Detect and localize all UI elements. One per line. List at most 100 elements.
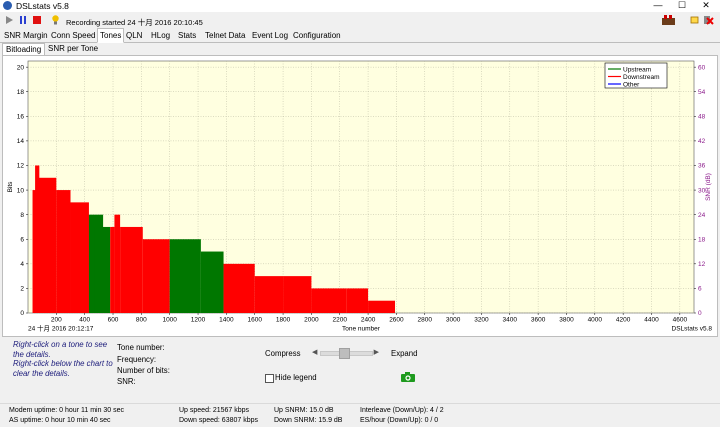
zoom-slider[interactable]: ◀ ▶	[312, 348, 379, 359]
play-icon[interactable]	[5, 16, 13, 24]
tab-configuration[interactable]: Configuration	[293, 31, 341, 40]
exit-icon[interactable]	[704, 15, 714, 25]
y2-tick-label: 18	[698, 236, 706, 243]
hint-text: Right-click on a tone to see the details…	[13, 340, 113, 378]
x-tick-label: 600	[108, 317, 119, 324]
camera-icon[interactable]	[401, 372, 415, 382]
bar-upstream	[200, 251, 224, 313]
tab-qln[interactable]: QLN	[126, 31, 143, 40]
close-button[interactable]: ✕	[702, 0, 710, 10]
slider-thumb[interactable]	[339, 348, 350, 359]
slider-right-arrow-icon[interactable]: ▶	[373, 349, 379, 356]
toolbar: Recording started 24 十月 2016 20:10:45	[0, 12, 720, 28]
y2-tick-label: 12	[698, 261, 706, 268]
pause-icon[interactable]	[19, 16, 27, 24]
x-tick-label: 2400	[361, 317, 376, 324]
up-speed: Up speed: 21567 kbps	[179, 407, 250, 414]
x-tick-label: 800	[136, 317, 147, 324]
bar-downstream	[81, 214, 89, 313]
bar-downstream	[110, 226, 115, 313]
y-tick-label: 12	[17, 163, 25, 170]
x-tick-label: 3800	[559, 317, 574, 324]
y2-tick-label: 0	[698, 310, 702, 317]
x-tick-label: 4400	[644, 317, 659, 324]
hide-legend-checkbox[interactable]	[265, 374, 274, 383]
bar-downstream	[368, 300, 396, 313]
y2-tick-label: 48	[698, 114, 706, 121]
y-tick-label: 14	[17, 138, 25, 145]
bar-downstream	[254, 276, 284, 313]
tab-hlog[interactable]: HLog	[151, 31, 171, 40]
minimize-button[interactable]: —	[653, 0, 663, 10]
bar-downstream	[114, 214, 121, 313]
down-speed: Down speed: 63807 kbps	[179, 417, 258, 424]
y-tick-label: 2	[20, 286, 24, 293]
y2-tick-label: 24	[698, 212, 706, 219]
tab-stats[interactable]: Stats	[178, 31, 197, 40]
legend-label-upstream: Upstream	[623, 66, 651, 73]
number-of-bits-label: Number of bits:	[117, 366, 170, 375]
maximize-button[interactable]: ☐	[677, 0, 687, 10]
as-uptime: AS uptime: 0 hour 10 min 40 sec	[9, 417, 111, 424]
x-tick-label: 4200	[616, 317, 631, 324]
tab-bitloading[interactable]: Bitloading	[2, 43, 46, 56]
x-tick-label: 1600	[247, 317, 262, 324]
legend-label-downstream: Downstream	[623, 74, 659, 81]
x-tick-label: 2000	[304, 317, 319, 324]
snr-label: SNR:	[117, 377, 136, 386]
bar-downstream	[311, 288, 347, 313]
tab-telnet-data[interactable]: Telnet Data	[205, 31, 246, 40]
window-title: DSLstats v5.8	[16, 1, 69, 11]
x-tick-label: 1800	[276, 317, 291, 324]
hint-details: Right-click on a tone to see the details…	[13, 340, 108, 359]
chart-svg[interactable]: 0246810121416182006121824303642485460200…	[3, 56, 717, 336]
sub-tabs: Bitloading SNR per Tone	[0, 43, 720, 56]
stop-icon[interactable]	[33, 16, 41, 24]
modem-icon[interactable]	[662, 15, 675, 25]
hide-legend-label[interactable]: Hide legend	[275, 373, 317, 382]
tab-snr-per-tone[interactable]: SNR per Tone	[48, 44, 99, 53]
frequency-label: Frequency:	[117, 355, 157, 364]
y2-tick-label: 54	[698, 89, 706, 96]
y-tick-label: 18	[17, 89, 25, 96]
x-tick-label: 3000	[446, 317, 461, 324]
bar-upstream	[169, 239, 201, 313]
x-tick-label: 4600	[673, 317, 688, 324]
y-tick-label: 6	[20, 236, 24, 243]
x-tick-label: 2200	[333, 317, 348, 324]
y-tick-label: 8	[20, 212, 24, 219]
lightbulb-icon[interactable]	[51, 15, 60, 25]
up-snrm: Up SNRM: 15.0 dB	[274, 407, 334, 414]
bar-downstream	[142, 239, 170, 313]
y2-tick-label: 36	[698, 163, 706, 170]
x-tick-label: 1400	[219, 317, 234, 324]
slider-left-arrow-icon[interactable]: ◀	[312, 349, 318, 356]
y-tick-label: 20	[17, 64, 25, 71]
tab-conn-speed[interactable]: Conn Speed	[51, 31, 96, 40]
chart-timestamp: 24 十月 2016 20:12:17	[28, 324, 94, 333]
es-per-hour: ES/hour (Down/Up): 0 / 0	[360, 417, 439, 424]
compress-label: Compress	[265, 349, 301, 358]
tab-tones[interactable]: Tones	[97, 28, 125, 43]
x-tick-label: 3600	[531, 317, 546, 324]
recording-status: Recording started 24 十月 2016 20:10:45	[66, 18, 203, 27]
chart-watermark: DSLstats v5.8	[672, 326, 713, 333]
bitloading-chart[interactable]: 0 2 4 6 8 10 12 14 16 18 20 0 6 12 18 24 30 36 42 48 54 60 200…	[2, 55, 718, 337]
down-snrm: Down SNRM: 15.9 dB	[274, 417, 343, 424]
x-tick-label: 1000	[162, 317, 177, 324]
bar-downstream	[56, 190, 71, 313]
legend-label-other: Other	[623, 81, 640, 88]
modem-uptime: Modem uptime: 0 hour 11 min 30 sec	[9, 407, 125, 414]
y-tick-label: 0	[20, 310, 24, 317]
bar-downstream	[120, 226, 143, 313]
expand-label: Expand	[391, 349, 418, 358]
x-tick-label: 3400	[503, 317, 518, 324]
main-tabs: SNR Margin Conn Speed Tones QLN HLog Sta…	[0, 28, 720, 43]
status-bar: Modem uptime: 0 hour 11 min 30 sec AS up…	[0, 403, 720, 427]
tab-event-log[interactable]: Event Log	[252, 31, 289, 40]
window-restore-icon[interactable]	[690, 15, 699, 24]
y-tick-label: 4	[20, 261, 24, 268]
tab-snr-margin[interactable]: SNR Margin	[4, 31, 48, 40]
y2-tick-label: 60	[698, 64, 706, 71]
y2-axis-label: SNR (dB)	[705, 173, 712, 201]
